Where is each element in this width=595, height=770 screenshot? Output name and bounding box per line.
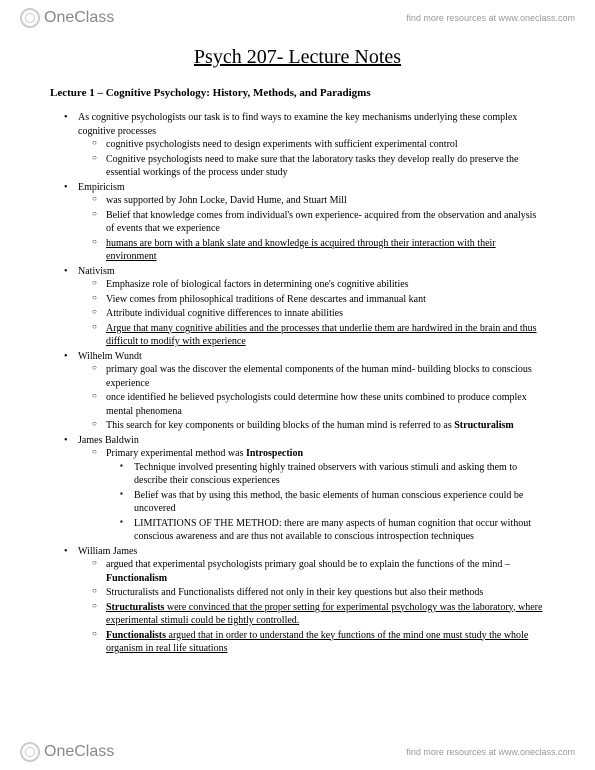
- list-item: argued that experimental psychologists p…: [78, 558, 545, 585]
- term: Functionalists: [106, 630, 166, 641]
- list-item: Technique involved presenting highly tra…: [106, 461, 545, 488]
- header-tagline: find more resources at www.oneclass.com: [406, 13, 575, 23]
- logo-icon: [20, 742, 40, 762]
- term: Introspection: [246, 448, 303, 459]
- page-content: Psych 207- Lecture Notes Lecture 1 – Cog…: [0, 36, 595, 697]
- notes-list: As cognitive psychologists our task is t…: [50, 111, 545, 656]
- lecture-heading: Lecture 1 – Cognitive Psychology: Histor…: [50, 87, 545, 99]
- list-item: Attribute individual cognitive differenc…: [78, 307, 545, 321]
- sublist: was supported by John Locke, David Hume,…: [78, 194, 545, 264]
- list-item: View comes from philosophical traditions…: [78, 293, 545, 307]
- list-item: Belief was that by using this method, th…: [106, 489, 545, 516]
- term: Functionalism: [106, 573, 167, 584]
- list-item: LIMITATIONS OF THE METHOD: there are man…: [106, 517, 545, 544]
- brand-logo: OneClass: [20, 8, 114, 28]
- list-item: Wilhelm Wundtprimary goal was the discov…: [50, 350, 545, 433]
- footer-tagline: find more resources at www.oneclass.com: [406, 747, 575, 757]
- list-item: James BaldwinPrimary experimental method…: [50, 434, 545, 544]
- page-title: Psych 207- Lecture Notes: [50, 46, 545, 69]
- list-item: Argue that many cognitive abilities and …: [78, 322, 545, 349]
- text: Primary experimental method was: [106, 448, 246, 459]
- footer: OneClass find more resources at www.onec…: [0, 734, 595, 770]
- brand-logo-footer: OneClass: [20, 742, 114, 762]
- list-item: NativismEmphasize role of biological fac…: [50, 265, 545, 349]
- sublist: Primary experimental method was Introspe…: [78, 447, 545, 544]
- brand-name: OneClass: [44, 9, 114, 27]
- list-item: This search for key components or buildi…: [78, 419, 545, 433]
- sublist: Technique involved presenting highly tra…: [106, 461, 545, 544]
- text: argued that in order to understand the k…: [106, 630, 528, 655]
- list-item: William Jamesargued that experimental ps…: [50, 545, 545, 656]
- list-item: Emphasize role of biological factors in …: [78, 278, 545, 292]
- list-item: once identified he believed psychologist…: [78, 391, 545, 418]
- sublist: primary goal was the discover the elemen…: [78, 363, 545, 433]
- sublist: Emphasize role of biological factors in …: [78, 278, 545, 349]
- text: This search for key components or buildi…: [106, 420, 454, 431]
- logo-icon: [20, 8, 40, 28]
- term: Structuralists: [106, 602, 164, 613]
- list-item: Primary experimental method was Introspe…: [78, 447, 545, 544]
- list-item: cognitive psychologists need to design e…: [78, 138, 545, 152]
- list-item: Cognitive psychologists need to make sur…: [78, 153, 545, 180]
- brand-name-footer: OneClass: [44, 743, 114, 761]
- list-item: primary goal was the discover the elemen…: [78, 363, 545, 390]
- list-item: Structuralists and Functionalists differ…: [78, 586, 545, 600]
- list-item: As cognitive psychologists our task is t…: [50, 111, 545, 180]
- sublist: argued that experimental psychologists p…: [78, 558, 545, 656]
- sublist: cognitive psychologists need to design e…: [78, 138, 545, 180]
- list-item: Functionalists argued that in order to u…: [78, 629, 545, 656]
- list-item: was supported by John Locke, David Hume,…: [78, 194, 545, 208]
- list-item: Structuralists were convinced that the p…: [78, 601, 545, 628]
- text: argued that experimental psychologists p…: [106, 559, 510, 570]
- list-item: Belief that knowledge comes from individ…: [78, 209, 545, 236]
- header: OneClass find more resources at www.onec…: [0, 0, 595, 36]
- list-item: Empiricismwas supported by John Locke, D…: [50, 181, 545, 264]
- list-item: humans are born with a blank slate and k…: [78, 237, 545, 264]
- text: were convinced that the proper setting f…: [106, 602, 542, 627]
- term: Structuralism: [454, 420, 513, 431]
